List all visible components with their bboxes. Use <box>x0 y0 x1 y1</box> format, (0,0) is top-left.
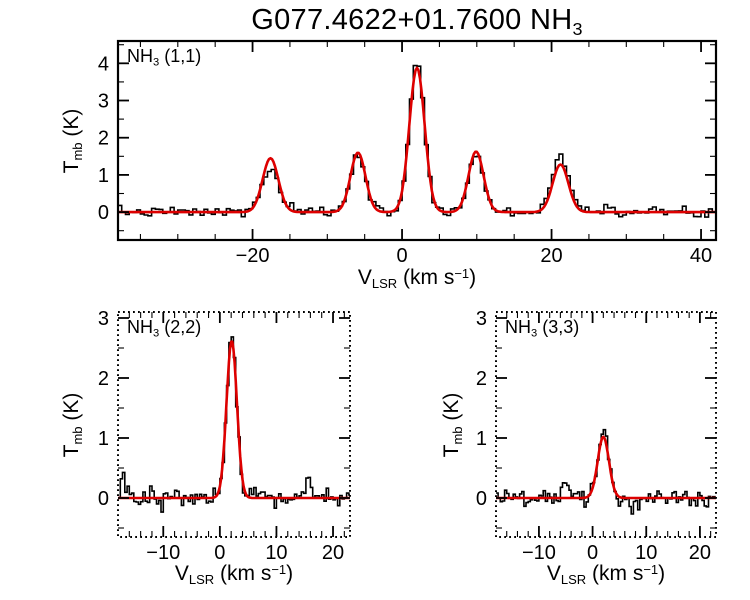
nh3-11-minor-ticks <box>118 41 716 240</box>
panel-nh3-22: −10 0 10 20 0 1 2 3 <box>98 308 351 564</box>
nh3-11-ytick-label: 3 <box>98 91 109 113</box>
panel-label-sub: 3 <box>153 327 160 340</box>
nh3-33-xtick-label: 10 <box>635 542 657 564</box>
nh3-33-ytick-label: 1 <box>476 428 487 450</box>
nh3-33-fit-curve <box>495 435 717 500</box>
panel-label-nh3-22: NH3 (2,2) <box>127 317 201 339</box>
figure-title-sub: 3 <box>572 18 583 39</box>
ylabel-sub: mb <box>69 142 85 161</box>
nh3-22-fit-curve <box>117 340 351 500</box>
nh3-11-ytick-label: 0 <box>98 202 109 224</box>
nh3-22-frame <box>117 311 351 538</box>
panel-nh3-11: −20 0 20 40 0 1 2 3 4 <box>98 39 718 267</box>
xlabel-mid: (km s <box>586 562 644 585</box>
nh3-33-ytick-label: 2 <box>476 368 487 390</box>
xlabel-sub: LSR <box>188 571 215 587</box>
panel-label-nh3-11: NH3 (1,1) <box>127 46 201 68</box>
panel-label-rest: (1,1) <box>159 46 202 66</box>
ylabel-main: T <box>60 444 83 458</box>
xlabel-bottom-left: VLSR (km s−1) <box>134 562 334 587</box>
xlabel-mid: (km s <box>397 266 455 289</box>
xlabel-sup: −1 <box>643 562 659 578</box>
panel-label-nh3-33: NH3 (3,3) <box>505 317 579 339</box>
figure-title: G077.4622+01.7600 NH3 <box>118 4 716 40</box>
xlabel-main: V <box>174 562 189 585</box>
figure-title-main: G077.4622+01.7600 NH <box>251 4 573 36</box>
ylabel-bottom-right: Tmb (K) <box>439 365 465 485</box>
nh3-11-frame <box>116 39 718 242</box>
xlabel-end: ) <box>469 266 477 289</box>
xlabel-sup: −1 <box>271 562 287 578</box>
xlabel-main: V <box>357 266 372 289</box>
nh3-22-ytick-label: 1 <box>98 428 109 450</box>
nh3-22-xtick-label: 10 <box>265 542 287 564</box>
xlabel-sup: −1 <box>454 266 470 282</box>
nh3-11-fit-curve <box>118 66 716 214</box>
ylabel-rest: (K) <box>60 392 83 427</box>
xlabel-mid: (km s <box>214 562 272 585</box>
ylabel-rest: (K) <box>60 108 83 143</box>
panel-nh3-33: −10 0 10 20 0 1 2 3 <box>476 308 717 564</box>
nh3-33-ticks <box>496 312 716 537</box>
nh3-33-xtick-label: 20 <box>689 542 711 564</box>
nh3-33-ytick-label: 3 <box>476 308 487 330</box>
xlabel-top: VLSR (km s−1) <box>317 266 517 291</box>
panel-label-sub: 3 <box>153 56 160 69</box>
nh3-22-xtick-label: 20 <box>322 542 344 564</box>
nh3-11-ticks <box>118 41 716 240</box>
nh3-11-xtick-label: 20 <box>540 245 562 267</box>
nh3-11-xtick-label: 0 <box>396 245 407 267</box>
ylabel-main: T <box>440 444 463 458</box>
ylabel-sub: mb <box>449 426 465 445</box>
nh3-33-minor-ticks <box>496 312 716 537</box>
xlabel-bottom-right: VLSR (km s−1) <box>506 562 706 587</box>
nh3-22-minor-ticks <box>118 312 350 537</box>
nh3-33-xtick-label: −10 <box>522 542 556 564</box>
nh3-11-spectrum <box>118 64 716 218</box>
nh3-33-xtick-label: 0 <box>587 542 598 564</box>
nh3-33-frame <box>495 311 717 538</box>
ylabel-top: Tmb (K) <box>59 81 85 201</box>
nh3-11-ytick-label: 1 <box>98 165 109 187</box>
nh3-11-ytick-label: 4 <box>98 53 109 75</box>
ylabel-rest: (K) <box>440 392 463 427</box>
xlabel-sub: LSR <box>371 275 398 291</box>
ylabel-bottom-left: Tmb (K) <box>59 365 85 485</box>
ylabel-sub: mb <box>69 426 85 445</box>
nh3-33-ytick-label: 0 <box>476 488 487 510</box>
xlabel-sub: LSR <box>560 571 587 587</box>
panel-label-main: NH <box>127 317 153 337</box>
panel-label-rest: (2,2) <box>159 317 202 337</box>
panel-label-sub: 3 <box>531 327 538 340</box>
xlabel-end: ) <box>658 562 666 585</box>
ylabel-main: T <box>60 160 83 174</box>
panel-label-main: NH <box>505 317 531 337</box>
nh3-11-ytick-label: 2 <box>98 128 109 150</box>
nh3-22-xtick-label: −10 <box>146 542 180 564</box>
xlabel-main: V <box>546 562 561 585</box>
nh3-11-xtick-label: −20 <box>236 245 270 267</box>
nh3-22-ytick-label: 3 <box>98 308 109 330</box>
panel-label-main: NH <box>127 46 153 66</box>
panel-label-rest: (3,3) <box>537 317 580 337</box>
nh3-22-ytick-label: 2 <box>98 368 109 390</box>
nh3-22-xtick-label: 0 <box>214 542 225 564</box>
nh3-22-ytick-label: 0 <box>98 488 109 510</box>
xlabel-end: ) <box>286 562 294 585</box>
nh3-11-xtick-label: 40 <box>690 245 712 267</box>
